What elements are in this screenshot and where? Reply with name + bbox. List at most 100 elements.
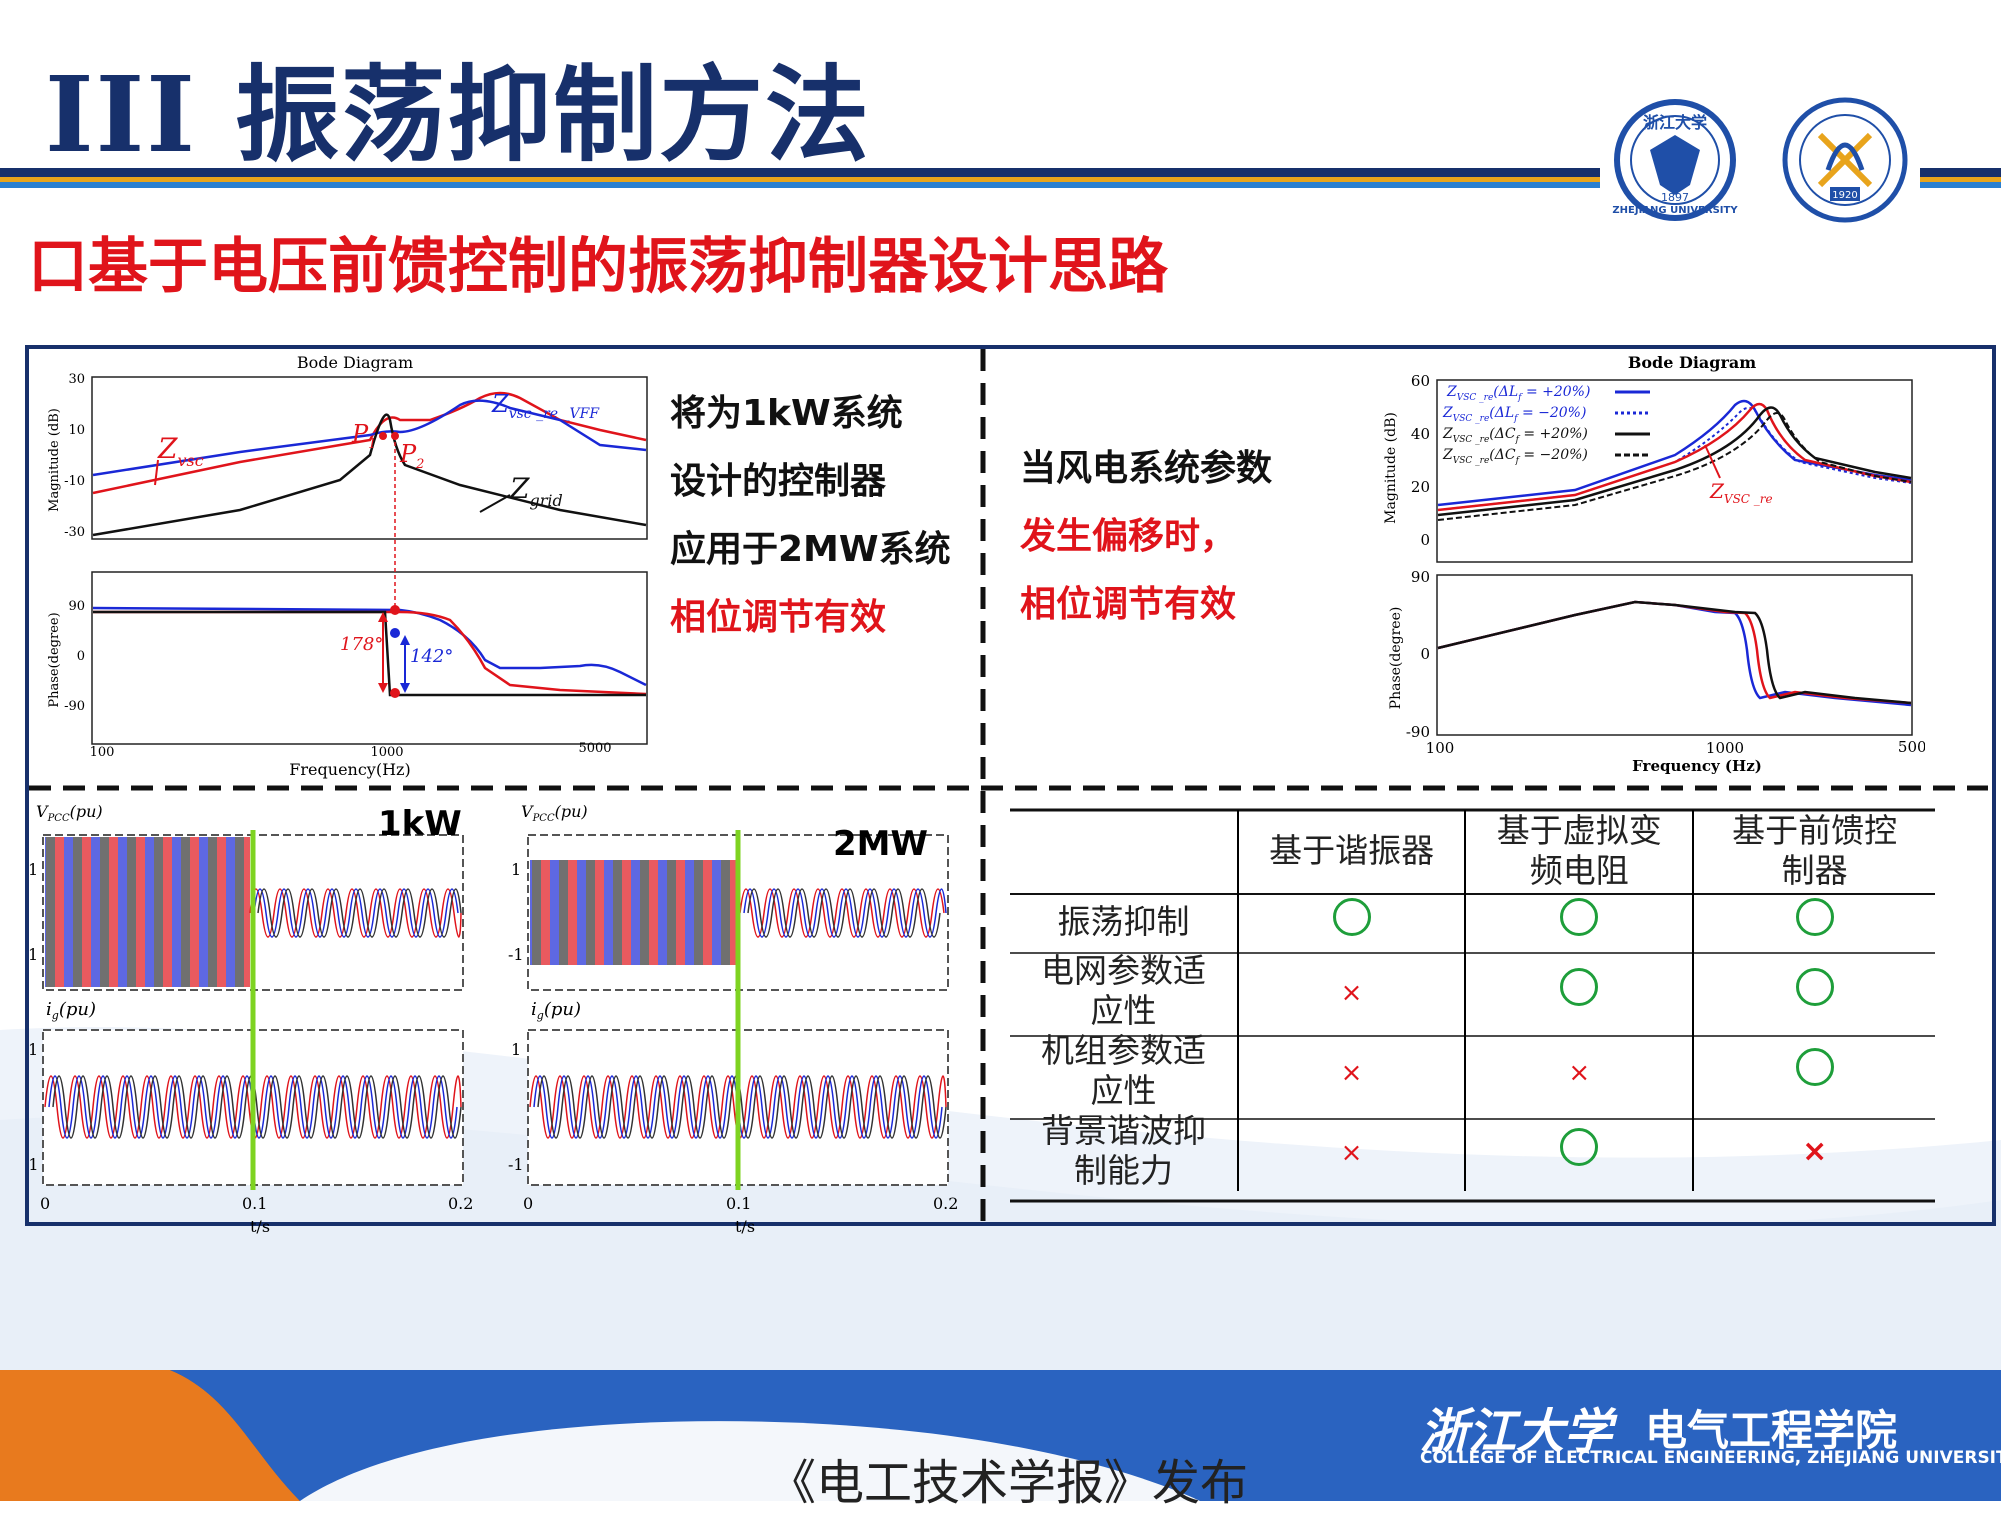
point-p2 [391, 432, 399, 440]
wave-ytick: -1 [508, 1155, 524, 1174]
row-label: 机组参数适 应性 [1010, 1031, 1238, 1111]
check-circle-icon [1795, 898, 1834, 936]
cell-mark [1692, 1031, 1935, 1111]
check-circle-icon [1560, 898, 1599, 936]
header-resonator: 基于谐振器 [1269, 831, 1435, 870]
label-p1: P1 [351, 420, 376, 452]
wave-1kw-vpcc-black [257, 888, 462, 938]
background-swoosh-2 [0, 1115, 2001, 1380]
bode-right-chart: Bode Diagram 60 40 20 0 90 0 -90 100 100… [1383, 353, 1925, 775]
cell-mark [1692, 892, 1935, 951]
left-desc-line1: 将为1kW系统 [670, 393, 903, 434]
cell-mark [1236, 892, 1466, 951]
table-row: 电网参数适 应性 × [1010, 951, 1935, 1031]
cell-mark: × [1236, 951, 1466, 1031]
bode-left-title: Bode Diagram [297, 353, 413, 372]
bode-left-x-tick: 100 [90, 745, 115, 760]
right-desc-line2: 发生偏移时， [1020, 516, 1237, 557]
table-header-row: 基于谐振器 基于虚拟变 频电阻 基于前馈控 制器 [1010, 810, 1935, 892]
check-circle-icon [1795, 967, 1834, 1006]
cross-icon: × [1340, 1137, 1363, 1168]
row-label-text: 应性 [1090, 1071, 1157, 1110]
phase-marker-blue [390, 628, 400, 638]
table-header-cell [1010, 810, 1238, 892]
label-zgrid: Zgrid [509, 472, 563, 510]
bode-left-xlabel: Frequency(Hz) [289, 760, 410, 779]
bode-right-mag-tick: 0 [1420, 531, 1430, 549]
bode-right-mag-tick: 40 [1411, 425, 1430, 443]
bode-left-phase-black [93, 610, 646, 697]
left-desc-line2: 设计的控制器 [670, 461, 887, 502]
check-circle-icon [1795, 1047, 1834, 1086]
table-row: 背景谐波抑 制能力 × × [1010, 1111, 1935, 1191]
bode-right-phase-tick: 0 [1420, 645, 1430, 663]
footer-college-name: 电气工程学院 [1645, 1406, 1898, 1455]
right-desc-line3: 相位调节有效 [1020, 584, 1237, 625]
header-bar-navy [0, 168, 1600, 177]
header-bar-navy-right [1920, 168, 2001, 177]
check-circle-icon [1560, 1127, 1599, 1166]
check-circle-icon [1332, 898, 1371, 936]
wave-2mw-vpcc-oscillation [530, 860, 740, 965]
bode-left-mag-axes [91, 376, 648, 540]
header-bar-blue [0, 182, 1600, 188]
label-zre: ZVSC _re [1709, 479, 1773, 506]
left-description: 将为1kW系统 设计的控制器 应用于2MW系统 相位调节有效 [670, 380, 951, 652]
cell-mark [1464, 951, 1694, 1031]
section-subtitle: 口基于电压前馈控制的振荡抑制器设计思路 [28, 232, 1168, 302]
wave-xtick: 0.2 [933, 1194, 958, 1213]
bode-left-x-tick: 5000 [578, 741, 611, 756]
footer-white-wave [300, 1421, 1200, 1501]
cell-mark: × [1236, 1031, 1466, 1111]
wave-ytick: 1 [511, 860, 521, 879]
wave-xlabel: t/s [250, 1217, 270, 1235]
quadrant-dividers [29, 349, 1988, 1222]
header-bar-gold-right [1920, 177, 2001, 182]
table-row: 机组参数适 应性 × × [1010, 1031, 1935, 1111]
left-desc-line3: 应用于2MW系统 [670, 529, 951, 570]
header-bar-blue-right [1920, 182, 2001, 188]
label-zvsc: Zvsc [157, 432, 204, 470]
bode-right-title: Bode Diagram [1628, 353, 1756, 372]
wave-2mw-vpcc-label: VPCC(pu) [521, 802, 588, 824]
table-row: 振荡抑制 [1010, 892, 1935, 951]
cell-mark [1692, 951, 1935, 1031]
cross-icon: × [1340, 1057, 1363, 1088]
right-description: 当风电系统参数 发生偏移时， 相位调节有效 [1020, 435, 1272, 639]
row-label: 电网参数适 应性 [1010, 951, 1238, 1031]
bode-left-phase-tick: -90 [64, 699, 85, 714]
bode-right-mag-red [1437, 402, 1912, 512]
footer-college-english: COLLEGE OF ELECTRICAL ENGINEERING, ZHEJI… [1420, 1448, 2001, 1468]
bode-left-chart: Bode Diagram 30 10 -10 -30 90 0 -90 100 … [47, 353, 648, 779]
bode-left-mag-tick: 10 [68, 423, 85, 438]
bode-right-x-tick: 100 [1426, 739, 1455, 757]
wave-1kw-ig-black [52, 1075, 462, 1139]
wave-1kw-ig-label: ig(pu) [46, 999, 96, 1022]
label-zgrid-arrow [479, 494, 511, 513]
bode-right-phase-tick: 90 [1411, 568, 1430, 586]
header-feedforward-l2: 制器 [1781, 851, 1848, 890]
cell-mark [1464, 892, 1694, 951]
bode-left-phase-tick: 0 [77, 649, 85, 664]
legend-entry: ZVSC _re(ΔCf = −20%) [1442, 447, 1588, 466]
footer-orange-accent [0, 1370, 300, 1501]
footer-caption: 《电工技术学报》发布 [768, 1455, 1249, 1511]
wave-ytick: -1 [28, 1155, 39, 1174]
svg-text:1897: 1897 [1661, 191, 1689, 204]
header-bar-gold [0, 177, 1600, 182]
wave-1kw-vpcc-red [249, 888, 462, 938]
bode-right-phase-ylabel: Phase(degree) [1388, 607, 1404, 710]
svg-text:浙江大学: 浙江大学 [1643, 113, 1707, 132]
bode-left-x-tick: 1000 [370, 745, 403, 760]
left-desc-line4: 相位调节有效 [670, 597, 887, 638]
label-p2: P2 [399, 440, 424, 472]
cross-icon: × [1568, 1057, 1591, 1088]
bode-left-mag-tick: -30 [64, 525, 85, 540]
annotation-142: 142° [410, 646, 453, 667]
content-frame [25, 345, 1996, 1226]
wave-ytick: 1 [511, 1040, 521, 1059]
bode-right-mag-tick: 60 [1411, 372, 1430, 390]
row-label-text: 振荡抑制 [1057, 901, 1190, 941]
row-label-text: 机组参数适 [1040, 1031, 1206, 1070]
bode-left-phase-axes [91, 571, 648, 745]
